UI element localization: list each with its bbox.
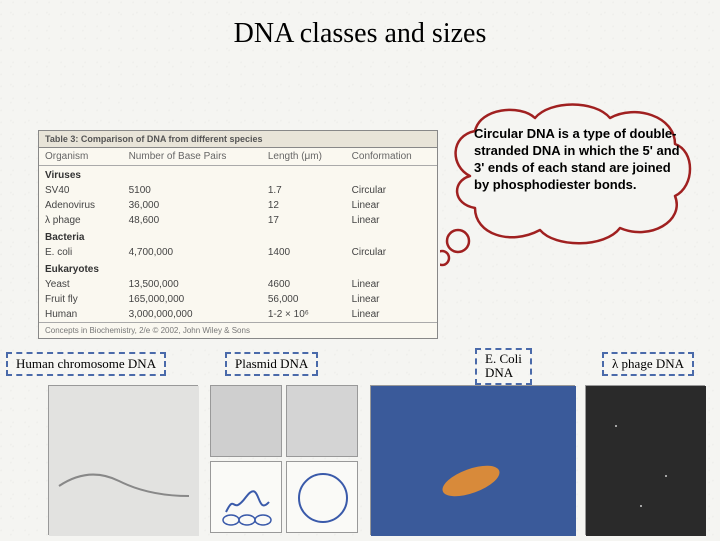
table-cell: 5100 (123, 183, 262, 198)
table-cell: 1-2 × 10⁶ (262, 307, 346, 322)
table-row: Adenovirus36,00012Linear (39, 198, 437, 213)
table-row: Bacteria (39, 228, 437, 245)
table-cell: Eukaryotes (39, 260, 123, 277)
table-caption: Table 3: Comparison of DNA from differen… (39, 131, 437, 148)
table-cell (123, 228, 262, 245)
table-cell: 3,000,000,000 (123, 307, 262, 322)
table-row: Eukaryotes (39, 260, 437, 277)
table-footer: Concepts in Biochemistry, 2/e © 2002, Jo… (39, 322, 437, 338)
image-placeholder-ecoli (370, 385, 575, 535)
table-cell: Fruit fly (39, 292, 123, 307)
table-cell: 1.7 (262, 183, 346, 198)
table-cell: Linear (346, 198, 437, 213)
slide-title: DNA classes and sizes (0, 0, 720, 50)
table-cell: Adenovirus (39, 198, 123, 213)
table-cell (346, 260, 437, 277)
table-row: E. coli4,700,0001400Circular (39, 245, 437, 260)
table-cell: Linear (346, 307, 437, 322)
table-cell: 36,000 (123, 198, 262, 213)
table-header: Conformation (346, 148, 437, 166)
table-cell: 165,000,000 (123, 292, 262, 307)
table-cell: Bacteria (39, 228, 123, 245)
image-placeholder-plasmid-diagram-relaxed (286, 461, 358, 533)
table-header: Number of Base Pairs (123, 148, 262, 166)
table-cell: Linear (346, 277, 437, 292)
table-row: Viruses (39, 166, 437, 184)
table-cell: E. coli (39, 245, 123, 260)
table-cell: 17 (262, 213, 346, 228)
table-cell: Human (39, 307, 123, 322)
table-cell (346, 166, 437, 184)
image-placeholder-plasmid-em1 (210, 385, 282, 457)
table-cell: Circular (346, 183, 437, 198)
table-cell: 1400 (262, 245, 346, 260)
table-cell: 13,500,000 (123, 277, 262, 292)
image-label: λ phage DNA (602, 352, 694, 376)
table-row: Yeast13,500,0004600Linear (39, 277, 437, 292)
image-label: E. ColiDNA (475, 348, 532, 385)
table-cell: 56,000 (262, 292, 346, 307)
image-placeholder-plasmid-diagram-supercoil (210, 461, 282, 533)
table-cell: Yeast (39, 277, 123, 292)
table-cell: Viruses (39, 166, 123, 184)
table-row: Fruit fly165,000,00056,000Linear (39, 292, 437, 307)
table-row: λ phage48,60017Linear (39, 213, 437, 228)
table-cell (346, 228, 437, 245)
table-cell: SV40 (39, 183, 123, 198)
dna-comparison-table: Table 3: Comparison of DNA from differen… (38, 130, 438, 339)
table-row: SV4051001.7Circular (39, 183, 437, 198)
table-cell (123, 166, 262, 184)
table-cell (262, 166, 346, 184)
table-cell: λ phage (39, 213, 123, 228)
table-cell (123, 260, 262, 277)
image-placeholder-phage (585, 385, 705, 535)
image-label: Human chromosome DNA (6, 352, 166, 376)
image-placeholder-plasmid-em2 (286, 385, 358, 457)
table-header: Length (μm) (262, 148, 346, 166)
image-label: Plasmid DNA (225, 352, 318, 376)
callout-text: Circular DNA is a type of double-strande… (474, 126, 684, 194)
table-header: Organism (39, 148, 123, 166)
table-row: Human3,000,000,0001-2 × 10⁶Linear (39, 307, 437, 322)
image-placeholder-chromosome (48, 385, 198, 535)
table-cell (262, 228, 346, 245)
table-cell: Linear (346, 292, 437, 307)
table-cell: 4600 (262, 277, 346, 292)
table-cell: 12 (262, 198, 346, 213)
species-table: OrganismNumber of Base PairsLength (μm)C… (39, 148, 437, 322)
table-cell (262, 260, 346, 277)
table-cell: 4,700,000 (123, 245, 262, 260)
table-cell: Linear (346, 213, 437, 228)
table-cell: 48,600 (123, 213, 262, 228)
table-cell: Circular (346, 245, 437, 260)
callout-cloud: Circular DNA is a type of double-strande… (452, 108, 694, 258)
